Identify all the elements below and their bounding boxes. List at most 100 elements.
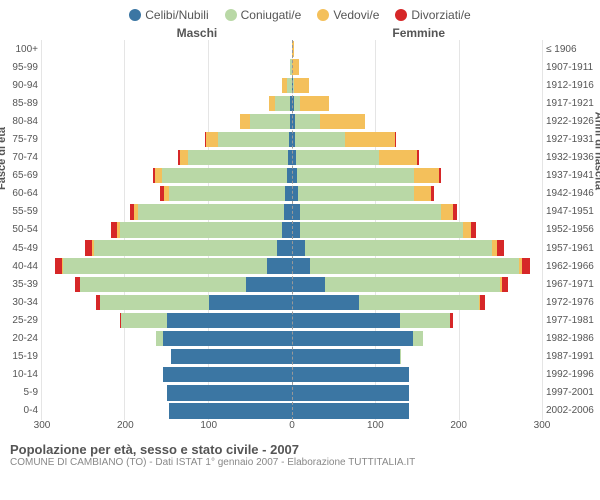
bar-segment bbox=[379, 150, 417, 165]
bar-segment bbox=[167, 313, 292, 328]
bar-row bbox=[42, 257, 292, 275]
birth-label: 1917-1921 bbox=[546, 94, 600, 112]
bar-segment bbox=[240, 114, 250, 129]
bar-segment bbox=[310, 258, 518, 273]
bar-segment bbox=[156, 331, 163, 346]
bar-segment bbox=[155, 168, 162, 183]
bar-segment bbox=[163, 331, 292, 346]
bar-segment bbox=[453, 204, 457, 219]
bar-segment bbox=[292, 313, 400, 328]
bar-row bbox=[292, 257, 542, 275]
bar-segment bbox=[209, 295, 292, 310]
legend-label: Vedovi/e bbox=[333, 8, 379, 22]
gridline bbox=[542, 40, 543, 420]
birth-label: 1982-1986 bbox=[546, 330, 600, 348]
birth-label: 1997-2001 bbox=[546, 384, 600, 402]
age-label: 55-59 bbox=[0, 203, 38, 221]
bar-row bbox=[42, 348, 292, 366]
bar-row bbox=[292, 58, 542, 76]
bar-segment bbox=[250, 114, 290, 129]
birth-label: 1952-1956 bbox=[546, 221, 600, 239]
age-label: 35-39 bbox=[0, 275, 38, 293]
bar-segment bbox=[180, 150, 188, 165]
birth-label: 1967-1971 bbox=[546, 275, 600, 293]
bar-row bbox=[292, 293, 542, 311]
birth-label: 1962-1966 bbox=[546, 257, 600, 275]
y-axis-left: 100+95-9990-9485-8980-8475-7970-7465-696… bbox=[0, 40, 42, 420]
bar-row bbox=[292, 384, 542, 402]
y-axis-right: ≤ 19061907-19111912-19161917-19211922-19… bbox=[542, 40, 600, 420]
bar-segment bbox=[292, 204, 300, 219]
bar-row bbox=[292, 40, 542, 58]
bar-segment bbox=[120, 222, 283, 237]
legend-dot bbox=[225, 9, 237, 21]
x-tick: 200 bbox=[117, 420, 134, 431]
legend-item: Vedovi/e bbox=[317, 8, 379, 22]
bar-row bbox=[292, 275, 542, 293]
legend-item: Divorziati/e bbox=[395, 8, 470, 22]
bar-segment bbox=[63, 258, 267, 273]
bar-row bbox=[292, 239, 542, 257]
bar-row bbox=[42, 167, 292, 185]
bar-segment bbox=[480, 295, 485, 310]
x-axis-right: 100200300 bbox=[292, 420, 542, 436]
center-line bbox=[292, 40, 293, 420]
bar-segment bbox=[162, 168, 287, 183]
bar-row bbox=[42, 112, 292, 130]
legend-item: Coniugati/e bbox=[225, 8, 302, 22]
bar-segment bbox=[188, 150, 288, 165]
bar-segment bbox=[450, 313, 453, 328]
bar-segment bbox=[297, 168, 414, 183]
bar-segment bbox=[296, 150, 379, 165]
x-axis: 0100200300 100200300 bbox=[42, 420, 542, 436]
bar-row bbox=[42, 402, 292, 420]
bar-segment bbox=[292, 258, 310, 273]
age-label: 20-24 bbox=[0, 330, 38, 348]
bar-segment bbox=[441, 204, 453, 219]
bar-row bbox=[292, 185, 542, 203]
birth-label: 1957-1961 bbox=[546, 239, 600, 257]
bar-row bbox=[292, 130, 542, 148]
bar-row bbox=[42, 275, 292, 293]
bar-row bbox=[42, 311, 292, 329]
bar-segment bbox=[439, 168, 442, 183]
bar-segment bbox=[497, 240, 504, 255]
bar-segment bbox=[267, 258, 292, 273]
bar-segment bbox=[284, 204, 292, 219]
x-tick: 200 bbox=[450, 420, 467, 431]
bar-row bbox=[42, 239, 292, 257]
bar-segment bbox=[163, 367, 292, 382]
bar-segment bbox=[295, 132, 345, 147]
bar-segment bbox=[85, 240, 92, 255]
x-tick: 300 bbox=[534, 420, 551, 431]
bar-row bbox=[292, 366, 542, 384]
bar-segment bbox=[431, 186, 434, 201]
legend: Celibi/Nubili Coniugati/e Vedovi/e Divorzia… bbox=[0, 0, 600, 26]
age-label: 40-44 bbox=[0, 257, 38, 275]
legend-label: Celibi/Nubili bbox=[145, 8, 208, 22]
birth-label: 1907-1911 bbox=[546, 58, 600, 76]
birth-label: 1977-1981 bbox=[546, 311, 600, 329]
y-axis-left-title: Fasce di età bbox=[0, 127, 8, 190]
chart-area: Fasce di età 100+95-9990-9485-8980-8475-… bbox=[0, 40, 600, 420]
bar-row bbox=[292, 149, 542, 167]
bar-segment bbox=[471, 222, 476, 237]
bar-segment bbox=[300, 222, 463, 237]
bar-segment bbox=[298, 186, 415, 201]
bar-segment bbox=[285, 186, 292, 201]
x-tick: 100 bbox=[200, 420, 217, 431]
age-label: 95-99 bbox=[0, 58, 38, 76]
age-label: 45-49 bbox=[0, 239, 38, 257]
bar-segment bbox=[275, 96, 290, 111]
age-label: 25-29 bbox=[0, 311, 38, 329]
bar-segment bbox=[300, 96, 329, 111]
bar-segment bbox=[305, 240, 493, 255]
age-label: 0-4 bbox=[0, 402, 38, 420]
bar-segment bbox=[292, 385, 409, 400]
bar-row bbox=[292, 221, 542, 239]
plot-female bbox=[292, 40, 542, 420]
bar-row bbox=[292, 330, 542, 348]
bar-segment bbox=[345, 132, 395, 147]
bar-row bbox=[42, 76, 292, 94]
bar-segment bbox=[292, 240, 305, 255]
